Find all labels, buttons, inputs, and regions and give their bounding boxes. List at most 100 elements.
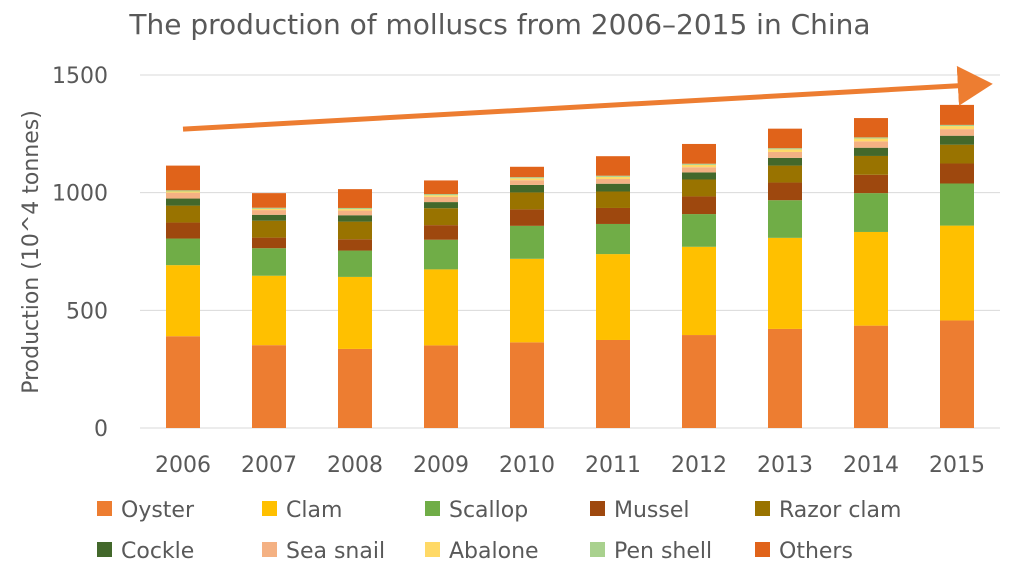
bar-segment (252, 208, 286, 211)
legend-label: Sea snail (286, 539, 385, 564)
legend-swatch (425, 501, 440, 516)
bar-segment (510, 225, 544, 259)
legend-label: Cockle (121, 539, 194, 564)
bar-segment (424, 239, 458, 270)
bar-segment (338, 348, 372, 428)
legend-label: Clam (286, 498, 342, 523)
bar-segment (252, 220, 286, 238)
bar-segment (854, 174, 888, 194)
bar-segment (682, 335, 716, 428)
bar-segment (338, 276, 372, 349)
x-tick-label: 2010 (499, 453, 555, 478)
y-tick-label: 0 (94, 417, 108, 442)
bar-segment (510, 192, 544, 210)
bar-segment (596, 156, 630, 176)
bar-segment (940, 320, 974, 428)
x-tick-label: 2008 (327, 453, 383, 478)
legend-swatch (262, 501, 277, 516)
bar-segment (940, 126, 974, 130)
bar-segment (252, 210, 286, 215)
bar-segment (854, 138, 888, 142)
bar-segment (768, 182, 802, 201)
bar-segment (424, 269, 458, 346)
bar-segment (854, 325, 888, 428)
y-tick-label: 1500 (52, 64, 108, 89)
bars (166, 104, 974, 428)
bar-segment (166, 336, 200, 428)
bar-segment (166, 198, 200, 206)
bar-segment (166, 238, 200, 266)
bar-segment (252, 214, 286, 221)
bar-segment (166, 165, 200, 191)
bar-segment (596, 183, 630, 192)
bar-segment (338, 189, 372, 208)
legend-label: Abalone (449, 539, 539, 564)
legend-swatch (755, 501, 770, 516)
bar-segment (166, 222, 200, 239)
trend-arrow (182, 65, 993, 132)
bar-segment (252, 248, 286, 276)
bar-segment (682, 214, 716, 247)
bar-segment (596, 191, 630, 208)
bar-segment (166, 205, 200, 223)
legend-swatch (97, 501, 112, 516)
bar-segment (166, 191, 200, 193)
bar-segment (510, 342, 544, 428)
bar-segment (510, 209, 544, 226)
legend-label: Oyster (121, 498, 195, 523)
bar-segment (682, 163, 716, 165)
y-tick-label: 500 (66, 299, 108, 324)
bar-segment (338, 207, 372, 210)
bar-segment (682, 167, 716, 173)
bar-segment (252, 345, 286, 428)
bar-segment (854, 141, 888, 148)
x-tick-label: 2013 (757, 453, 813, 478)
bar-segment (768, 165, 802, 183)
bar-segment (424, 180, 458, 195)
bar-segment (510, 258, 544, 343)
legend-swatch (590, 501, 605, 516)
bar-segment (424, 195, 458, 197)
bar-segment (596, 207, 630, 224)
bar-segment (338, 209, 372, 211)
bar-segment (940, 163, 974, 184)
y-axis-label: Production (10^4 tonnes) (19, 110, 44, 394)
bar-segment (768, 151, 802, 158)
bar-segment (166, 265, 200, 337)
chart-title: The production of molluscs from 2006–201… (128, 8, 870, 41)
bar-segment (854, 147, 888, 156)
bar-segment (424, 202, 458, 209)
legend-swatch (262, 542, 277, 557)
legend-swatch (425, 542, 440, 557)
x-tick-label: 2009 (413, 453, 469, 478)
bar-segment (682, 179, 716, 197)
bar-segment (768, 148, 802, 150)
bar-segment (424, 225, 458, 240)
bar-segment (940, 225, 974, 321)
x-tick-label: 2011 (585, 453, 641, 478)
bar-segment (768, 200, 802, 238)
bar-segment (768, 149, 802, 152)
bar-segment (596, 176, 630, 180)
bar-segment (166, 190, 200, 192)
bar-segment (768, 328, 802, 428)
x-tick-label: 2007 (241, 453, 297, 478)
legend-label: Razor clam (779, 498, 901, 523)
axis-ticks: 0 500 1000 1500 2006 2007 2008 2009 2010 2011 2012… (52, 64, 985, 478)
bar-segment (596, 175, 630, 177)
bar-segment (854, 137, 888, 139)
bar-segment (854, 231, 888, 326)
legend-label: Pen shell (614, 539, 712, 564)
x-tick-label: 2006 (155, 453, 211, 478)
bar-segment (596, 339, 630, 428)
bar-segment (682, 246, 716, 336)
bar-segment (768, 237, 802, 329)
x-tick-label: 2015 (929, 453, 985, 478)
bar-segment (596, 254, 630, 340)
bar-segment (854, 118, 888, 138)
bar-segment (510, 177, 544, 179)
bar-segment (940, 183, 974, 226)
bar-segment (338, 215, 372, 222)
bar-segment (596, 179, 630, 184)
